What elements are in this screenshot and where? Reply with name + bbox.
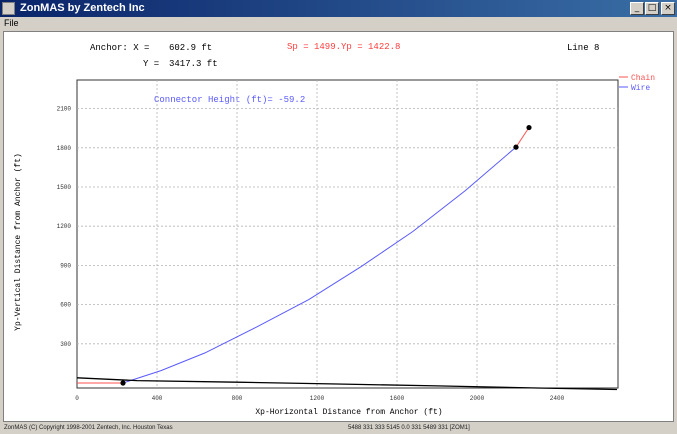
x-tick-label: 400 bbox=[152, 395, 163, 402]
data-point bbox=[513, 144, 519, 150]
x-tick-label: 1600 bbox=[390, 395, 405, 402]
y-tick-label: 1800 bbox=[57, 145, 72, 152]
x-tick-label: 2000 bbox=[470, 395, 485, 402]
y-tick-label: 1200 bbox=[57, 223, 72, 230]
line-label: Line 8 bbox=[567, 43, 599, 53]
minimize-icon[interactable]: _ bbox=[630, 2, 644, 15]
series-group bbox=[76, 127, 618, 391]
app-icon bbox=[2, 2, 15, 15]
point-group bbox=[120, 124, 532, 386]
plot-frame bbox=[76, 79, 619, 389]
anchor-x-value: 602.9 ft bbox=[169, 43, 212, 53]
sp-readout: Sp = 1499.Yp = 1422.8 bbox=[287, 42, 400, 52]
close-icon[interactable]: × bbox=[661, 2, 675, 15]
tick-labels: 0 400 800 1200 1600 2000 2400 300 600 900 1200 1500… bbox=[57, 106, 565, 402]
anchor-x-label: Anchor: X = bbox=[90, 43, 149, 53]
y-tick-label: 2100 bbox=[57, 106, 72, 113]
chart-svg: Anchor: X = 602.9 ft Y = 3417.3 ft Sp = … bbox=[14, 42, 655, 417]
series-line-chain bbox=[515, 127, 530, 148]
data-point bbox=[526, 124, 532, 131]
maximize-icon[interactable]: □ bbox=[645, 2, 659, 15]
seabed-line bbox=[76, 377, 618, 391]
status-copyright: ZonMAS (C) Copyright 1998-2001 Zentech, … bbox=[4, 425, 173, 431]
window-title: ZonMAS by Zentech Inc bbox=[20, 2, 145, 14]
grid bbox=[76, 79, 619, 389]
x-tick-label: 2400 bbox=[550, 395, 565, 402]
window-title-bar[interactable]: ZonMAS by Zentech Inc _ □ × bbox=[0, 0, 677, 17]
legend-label-wire: Wire bbox=[631, 84, 650, 93]
x-tick-label: 800 bbox=[232, 395, 243, 402]
y-tick-label: 900 bbox=[60, 262, 71, 269]
menu-file[interactable]: File bbox=[4, 18, 19, 28]
data-point bbox=[120, 380, 126, 386]
anchor-y-value: 3417.3 ft bbox=[169, 59, 218, 69]
y-tick-label: 1500 bbox=[57, 184, 72, 191]
status-bar: ZonMAS (C) Copyright 1998-2001 Zentech, … bbox=[0, 423, 677, 434]
chart-panel: Anchor: X = 602.9 ft Y = 3417.3 ft Sp = … bbox=[3, 31, 674, 422]
y-tick-label: 600 bbox=[60, 302, 71, 309]
x-axis-label: Xp-Horizontal Distance from Anchor (ft) bbox=[255, 408, 442, 417]
status-values: 5488 331 333 5145 0.0 331 5489 331 [ZOM1… bbox=[348, 425, 470, 431]
connector-height-annotation: Connector Height (ft)= -59.2 bbox=[154, 95, 305, 105]
y-tick-label: 300 bbox=[60, 341, 71, 348]
menu-bar: File bbox=[0, 17, 677, 30]
series-line-wire bbox=[122, 146, 517, 384]
x-tick-label: 1200 bbox=[310, 395, 325, 402]
x-tick-label: 0 bbox=[75, 395, 79, 402]
y-axis-label: Yp-Vertical Distance from Anchor (ft) bbox=[14, 153, 23, 331]
legend-label-chain: Chain bbox=[631, 74, 655, 83]
anchor-y-label: Y = bbox=[143, 59, 159, 69]
